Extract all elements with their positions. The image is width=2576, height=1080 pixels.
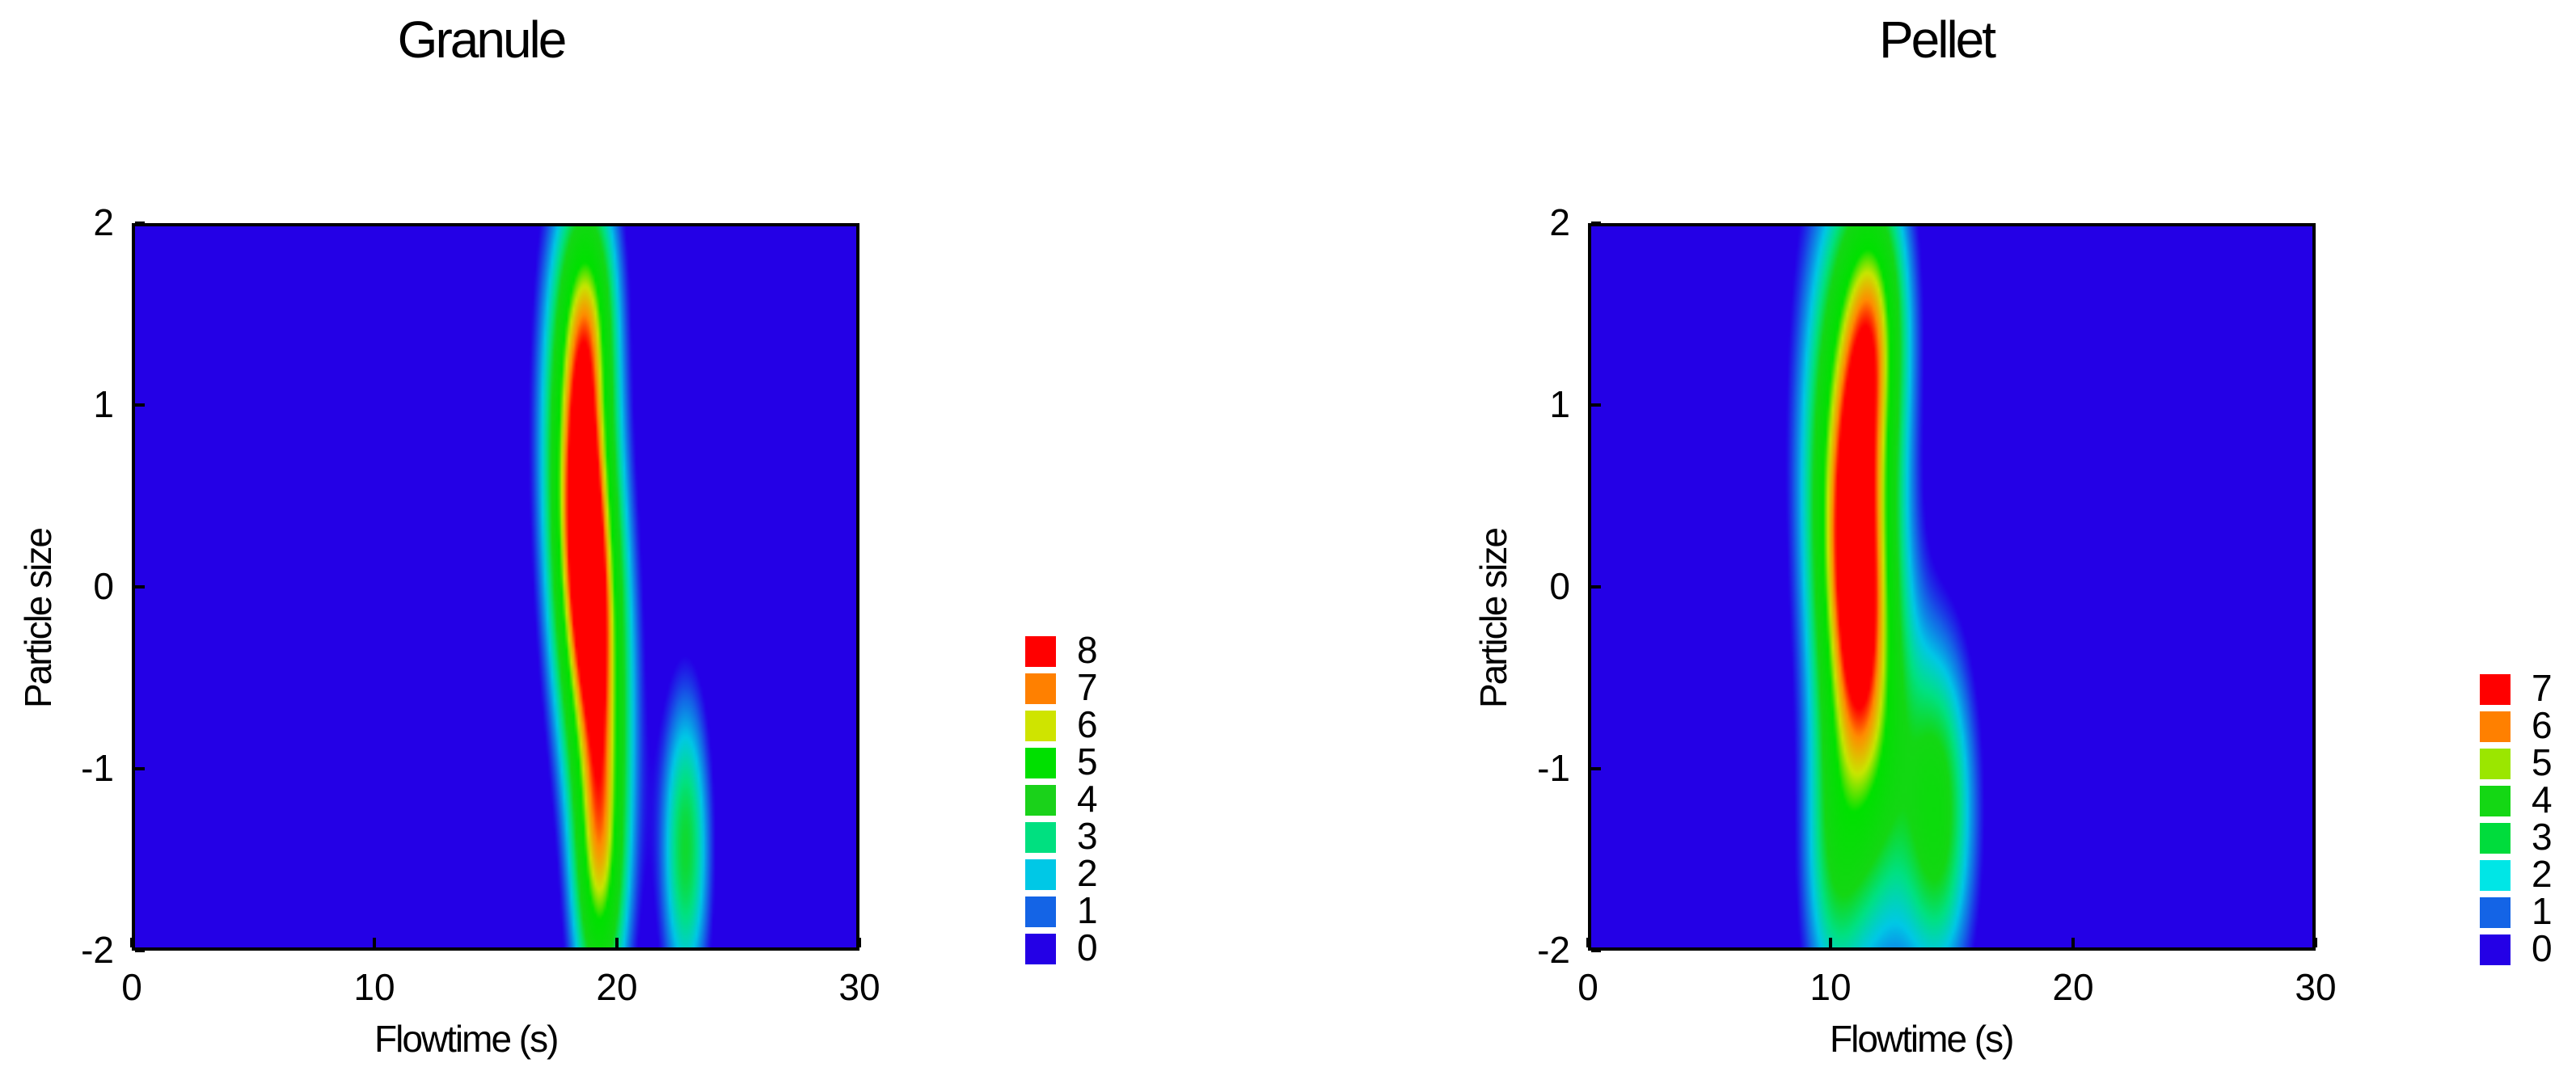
legend-item: 6 [1025,703,1122,745]
legend-label: 0 [2532,927,2553,969]
y-tick-label: 1 [93,383,114,425]
y-tick-mark [1591,767,1601,770]
legend-label: 5 [1077,740,1098,783]
legend-label: 2 [1077,852,1098,894]
legend-item: 4 [1025,778,1122,820]
legend-item: 7 [1025,666,1122,708]
legend-swatch [2480,786,2511,816]
legend-item: 5 [1025,740,1122,783]
x-tick-label: 10 [1810,966,1852,1008]
legend-swatch [1025,934,1056,964]
legend-item: 1 [1025,889,1122,931]
legend-swatch [1025,711,1056,741]
y-tick-mark [1591,221,1601,225]
legend-swatch [1025,785,1056,816]
legend-item: 5 [2480,741,2576,783]
legend-swatch [2480,823,2511,854]
legend-item: 6 [2480,704,2576,746]
x-tick-label: 20 [2052,966,2094,1008]
legend-swatch [1025,896,1056,927]
legend-swatch [1025,673,1056,704]
legend-swatch [1025,859,1056,890]
legend-label: 7 [1077,666,1098,708]
legend-label: 6 [2532,704,2553,746]
legend-item: 0 [1025,926,1122,968]
legend-label: 2 [2532,853,2553,895]
x-tick-mark [858,938,861,947]
x-tick-label: 20 [596,966,638,1008]
x-tick-label: 30 [838,966,880,1008]
legend-item: 8 [1025,629,1122,671]
y-tick-label: 2 [93,201,114,243]
x-tick-label: 30 [2295,966,2337,1008]
legend-label: 5 [2532,741,2553,783]
legend-label: 4 [2532,778,2553,821]
legend-swatch [2480,934,2511,965]
x-axis-label: Flowtime (s) [1830,1018,2014,1060]
y-axis-label: Particle size [17,529,59,708]
legend-label: 6 [1077,703,1098,745]
x-tick-mark [2071,938,2075,947]
x-tick-label: 0 [1577,966,1598,1008]
heatmap-canvas [1591,226,2312,947]
legend-label: 3 [1077,815,1098,857]
legend-swatch [2480,897,2511,928]
x-tick-mark [1829,938,1832,947]
x-tick-mark [373,938,376,947]
legend-item: 0 [2480,927,2576,969]
x-tick-mark [2314,938,2317,947]
legend-item: 1 [2480,890,2576,932]
granule-panel: Granule 2 1 0 -1 -2 0 10 20 30 Flowtime (s) Par… [17,11,1122,1060]
y-tick-mark [135,403,145,407]
y-tick-label: 0 [93,565,114,607]
y-tick-mark [1591,403,1601,407]
x-tick-label: 0 [121,966,142,1008]
legend-label: 1 [2532,890,2553,932]
x-tick-label: 10 [353,966,395,1008]
legend-label: 8 [1077,629,1098,671]
y-tick-mark [135,585,145,589]
legend-label: 1 [1077,889,1098,931]
x-tick-mark [615,938,619,947]
y-tick-mark [1591,585,1601,589]
heatmap-plot-area [1588,223,2316,951]
chart-title: Pellet [1878,11,1996,69]
legend-item: 7 [2480,667,2576,709]
y-tick-label: -2 [1537,929,1570,971]
legend-label: 3 [2532,816,2553,858]
pellet-panel: Pellet 2 1 0 -1 -2 0 10 20 30 Flowtime (s) Part… [1288,0,2576,1080]
legend-item: 4 [2480,778,2576,821]
y-tick-label: 1 [1549,383,1570,425]
y-tick-label: 2 [1549,201,1570,243]
legend-item: 3 [2480,816,2576,858]
x-tick-mark [1586,938,1590,947]
legend-item: 2 [2480,853,2576,895]
y-tick-mark [135,767,145,770]
y-tick-mark [135,949,145,952]
heatmap-canvas [135,226,856,947]
y-tick-label: -2 [81,929,114,971]
legend-swatch [2480,674,2511,705]
legend-swatch [1025,822,1056,853]
legend-swatch [2480,749,2511,779]
legend-item: 2 [1025,852,1122,894]
x-tick-mark [130,938,133,947]
y-tick-label: -1 [1537,747,1570,789]
legend-label: 7 [2532,667,2553,709]
chart-title: Granule [397,11,568,69]
legend-swatch [2480,860,2511,891]
legend-swatch [2480,711,2511,742]
y-tick-mark [135,221,145,225]
legend-label: 4 [1077,778,1098,820]
y-tick-label: 0 [1549,565,1570,607]
legend-swatch [1025,748,1056,778]
y-tick-label: -1 [81,747,114,789]
y-tick-mark [1591,949,1601,952]
x-axis-label: Flowtime (s) [374,1018,559,1060]
y-axis-label: Particle size [1472,529,1514,708]
heatmap-plot-area [132,223,859,951]
legend-label: 0 [1077,926,1098,968]
legend-item: 3 [1025,815,1122,857]
legend-swatch [1025,636,1056,667]
